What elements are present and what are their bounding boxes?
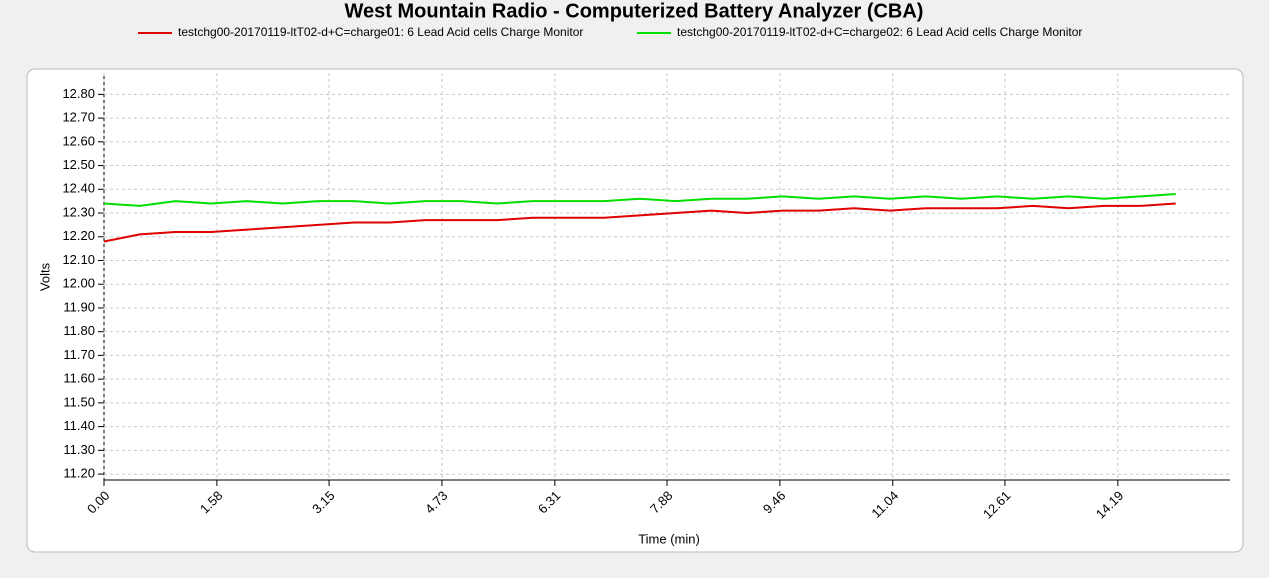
y-tick-label: 12.70 bbox=[62, 110, 95, 125]
x-axis-label: Time (min) bbox=[638, 531, 700, 546]
y-tick-label: 11.30 bbox=[63, 442, 95, 457]
y-tick-label: 11.80 bbox=[63, 323, 95, 338]
y-tick-label: 12.10 bbox=[62, 252, 95, 267]
legend-label: testchg00-20170119-ltT02-d+C=charge02: 6… bbox=[677, 25, 1082, 39]
y-tick-label: 11.20 bbox=[63, 466, 95, 481]
y-tick-label: 11.60 bbox=[63, 371, 95, 386]
chart-title: West Mountain Radio - Computerized Batte… bbox=[345, 0, 924, 22]
legend-label: testchg00-20170119-ltT02-d+C=charge01: 6… bbox=[178, 25, 583, 39]
y-tick-label: 12.40 bbox=[62, 181, 95, 196]
y-tick-label: 12.00 bbox=[62, 276, 95, 291]
y-tick-label: 12.30 bbox=[62, 204, 95, 219]
y-tick-label: 11.50 bbox=[63, 394, 95, 409]
y-tick-label: 12.80 bbox=[62, 86, 95, 101]
y-tick-label: 11.40 bbox=[63, 418, 95, 433]
series-line bbox=[103, 193, 1176, 207]
y-axis-label: Volts bbox=[37, 262, 52, 291]
y-tick-label: 12.50 bbox=[62, 157, 95, 172]
y-tick-label: 11.90 bbox=[63, 299, 95, 314]
y-tick-label: 12.60 bbox=[62, 133, 95, 148]
y-tick-label: 11.70 bbox=[63, 347, 95, 362]
series-line bbox=[103, 202, 1176, 243]
y-tick-label: 12.20 bbox=[62, 228, 95, 243]
